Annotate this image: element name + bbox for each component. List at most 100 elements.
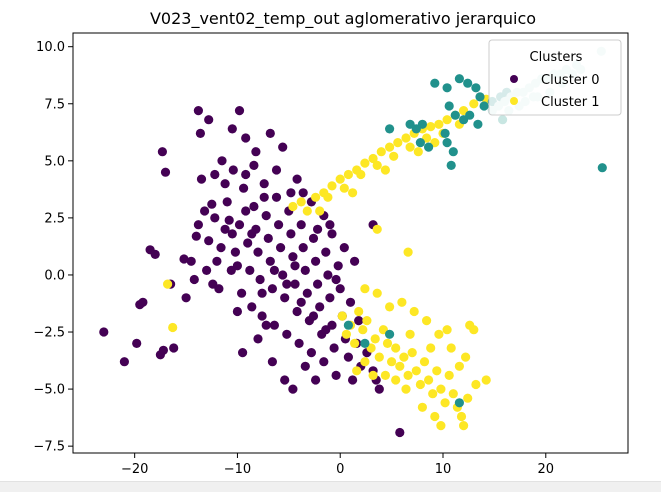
point-cluster-1 — [360, 357, 370, 367]
point-cluster-0 — [224, 215, 234, 225]
point-cluster-0 — [300, 361, 310, 371]
point-cluster-1 — [311, 192, 321, 202]
point-cluster-0 — [313, 224, 323, 234]
point-cluster-0 — [274, 220, 284, 230]
point-cluster-1 — [401, 133, 411, 143]
point-cluster-0 — [302, 288, 312, 298]
point-cluster-1 — [434, 329, 444, 339]
point-cluster-0 — [354, 316, 364, 326]
scatter-chart: V023_vent02_temp_out aglomerativo jerarq… — [33, 9, 629, 477]
point-cluster-1 — [372, 224, 382, 234]
point-cluster-0 — [343, 352, 353, 362]
point-cluster-0 — [313, 279, 323, 289]
point-cluster-0 — [269, 320, 279, 330]
point-cluster-0 — [259, 192, 269, 202]
point-cluster-0 — [253, 247, 263, 257]
point-cluster-0 — [319, 357, 329, 367]
point-cluster-2 — [424, 142, 434, 152]
point-cluster-0 — [253, 334, 263, 344]
point-cluster-1 — [376, 147, 386, 157]
point-cluster-1 — [350, 338, 360, 348]
point-cluster-1 — [454, 361, 464, 371]
bottom-scrollbar[interactable] — [0, 481, 661, 492]
point-cluster-0 — [288, 252, 298, 262]
point-cluster-0 — [282, 279, 292, 289]
point-cluster-2 — [471, 83, 481, 93]
point-cluster-0 — [202, 265, 212, 275]
point-cluster-2 — [475, 92, 485, 102]
point-cluster-1 — [405, 142, 415, 152]
point-cluster-1 — [315, 206, 325, 216]
point-cluster-1 — [368, 153, 378, 164]
point-cluster-0 — [132, 338, 142, 348]
point-cluster-0 — [217, 156, 227, 166]
point-cluster-2 — [360, 338, 370, 348]
y-tick-label: 0.0 — [44, 268, 65, 283]
point-cluster-0 — [331, 274, 341, 285]
point-cluster-0 — [227, 124, 237, 134]
legend-label-cluster-1: Cluster 1 — [541, 95, 600, 110]
point-cluster-0 — [308, 233, 319, 243]
point-cluster-1 — [360, 158, 370, 168]
point-cluster-0 — [325, 220, 335, 230]
point-cluster-0 — [249, 201, 259, 212]
point-cluster-0 — [267, 357, 277, 367]
point-cluster-2 — [454, 74, 464, 84]
point-cluster-0 — [265, 128, 275, 138]
point-cluster-2 — [446, 160, 456, 170]
x-tick-label: −20 — [121, 462, 148, 477]
point-cluster-1 — [163, 279, 173, 289]
point-cluster-0 — [255, 274, 265, 285]
point-cluster-0 — [226, 265, 236, 275]
point-cluster-2 — [463, 78, 473, 88]
point-cluster-1 — [403, 247, 413, 257]
point-cluster-0 — [294, 338, 304, 348]
point-cluster-2 — [343, 320, 353, 330]
point-cluster-0 — [288, 384, 298, 394]
point-cluster-0 — [311, 256, 321, 266]
point-cluster-1 — [444, 370, 454, 380]
point-cluster-0 — [195, 128, 205, 138]
point-cluster-1 — [391, 375, 401, 385]
point-cluster-0 — [374, 384, 384, 394]
points-layer — [99, 46, 607, 438]
point-cluster-0 — [239, 183, 249, 193]
point-cluster-0 — [290, 261, 300, 271]
y-tick-label: 7.5 — [44, 97, 65, 112]
point-cluster-0 — [241, 169, 251, 180]
point-cluster-2 — [454, 398, 464, 408]
legend-box — [488, 39, 622, 116]
y-tick-label: 5.0 — [44, 154, 65, 169]
point-cluster-1 — [440, 398, 450, 408]
point-cluster-0 — [339, 243, 349, 253]
point-cluster-0 — [204, 236, 214, 246]
point-cluster-0 — [234, 106, 245, 116]
point-cluster-0 — [282, 329, 292, 339]
point-cluster-0 — [241, 133, 251, 143]
point-cluster-1 — [481, 375, 491, 385]
point-cluster-0 — [207, 199, 217, 209]
point-cluster-0 — [333, 261, 343, 271]
point-cluster-0 — [257, 311, 267, 321]
point-cluster-1 — [469, 325, 479, 335]
point-cluster-0 — [243, 238, 253, 248]
point-cluster-1 — [372, 288, 382, 298]
point-cluster-0 — [189, 274, 199, 285]
point-cluster-0 — [276, 243, 286, 253]
point-cluster-0 — [220, 179, 230, 189]
point-cluster-1 — [401, 384, 411, 394]
point-cluster-1 — [372, 160, 382, 170]
x-tick-label: −10 — [224, 462, 251, 477]
point-cluster-0 — [298, 188, 308, 198]
point-cluster-0 — [348, 375, 358, 385]
point-cluster-0 — [249, 160, 259, 170]
point-cluster-0 — [227, 229, 237, 239]
point-cluster-1 — [461, 352, 471, 362]
point-cluster-0 — [251, 147, 261, 157]
point-cluster-1 — [362, 316, 372, 326]
legend-title: Clusters — [530, 50, 583, 65]
y-tick-label: 10.0 — [36, 40, 65, 55]
point-cluster-0 — [311, 375, 321, 385]
point-cluster-1 — [471, 379, 481, 390]
point-cluster-3 — [498, 115, 508, 125]
